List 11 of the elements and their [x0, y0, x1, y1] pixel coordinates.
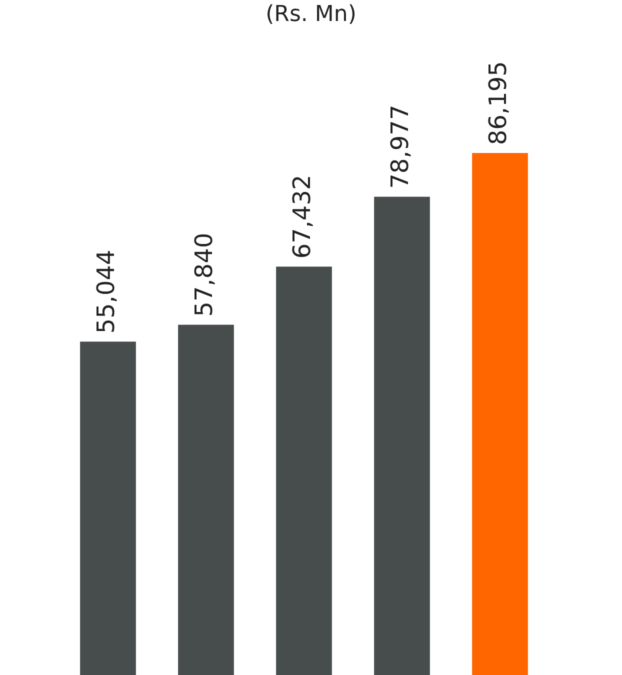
bar	[472, 153, 528, 675]
data-label: 55,044	[92, 250, 120, 334]
data-label: 57,840	[190, 232, 218, 317]
bar	[80, 342, 136, 675]
bar	[374, 196, 430, 675]
bar	[178, 324, 234, 675]
data-label: 67,432	[288, 174, 316, 259]
bar	[276, 266, 332, 675]
chart-title: (Rs. Mn)	[264, 1, 358, 29]
data-label: 78,977	[386, 104, 414, 189]
data-label: 86,195	[484, 61, 512, 146]
